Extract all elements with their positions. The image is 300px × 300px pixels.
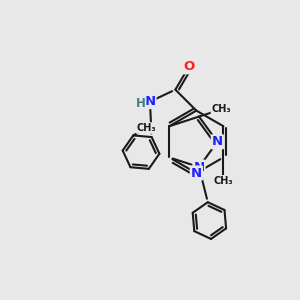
Text: O: O <box>183 60 194 73</box>
Text: H: H <box>136 97 146 110</box>
Text: CH₃: CH₃ <box>137 123 157 133</box>
Text: N: N <box>194 160 205 174</box>
Text: N: N <box>212 135 223 148</box>
Text: N: N <box>144 95 155 108</box>
Text: CH₃: CH₃ <box>212 104 231 114</box>
Text: N: N <box>191 167 202 179</box>
Text: CH₃: CH₃ <box>214 176 233 186</box>
